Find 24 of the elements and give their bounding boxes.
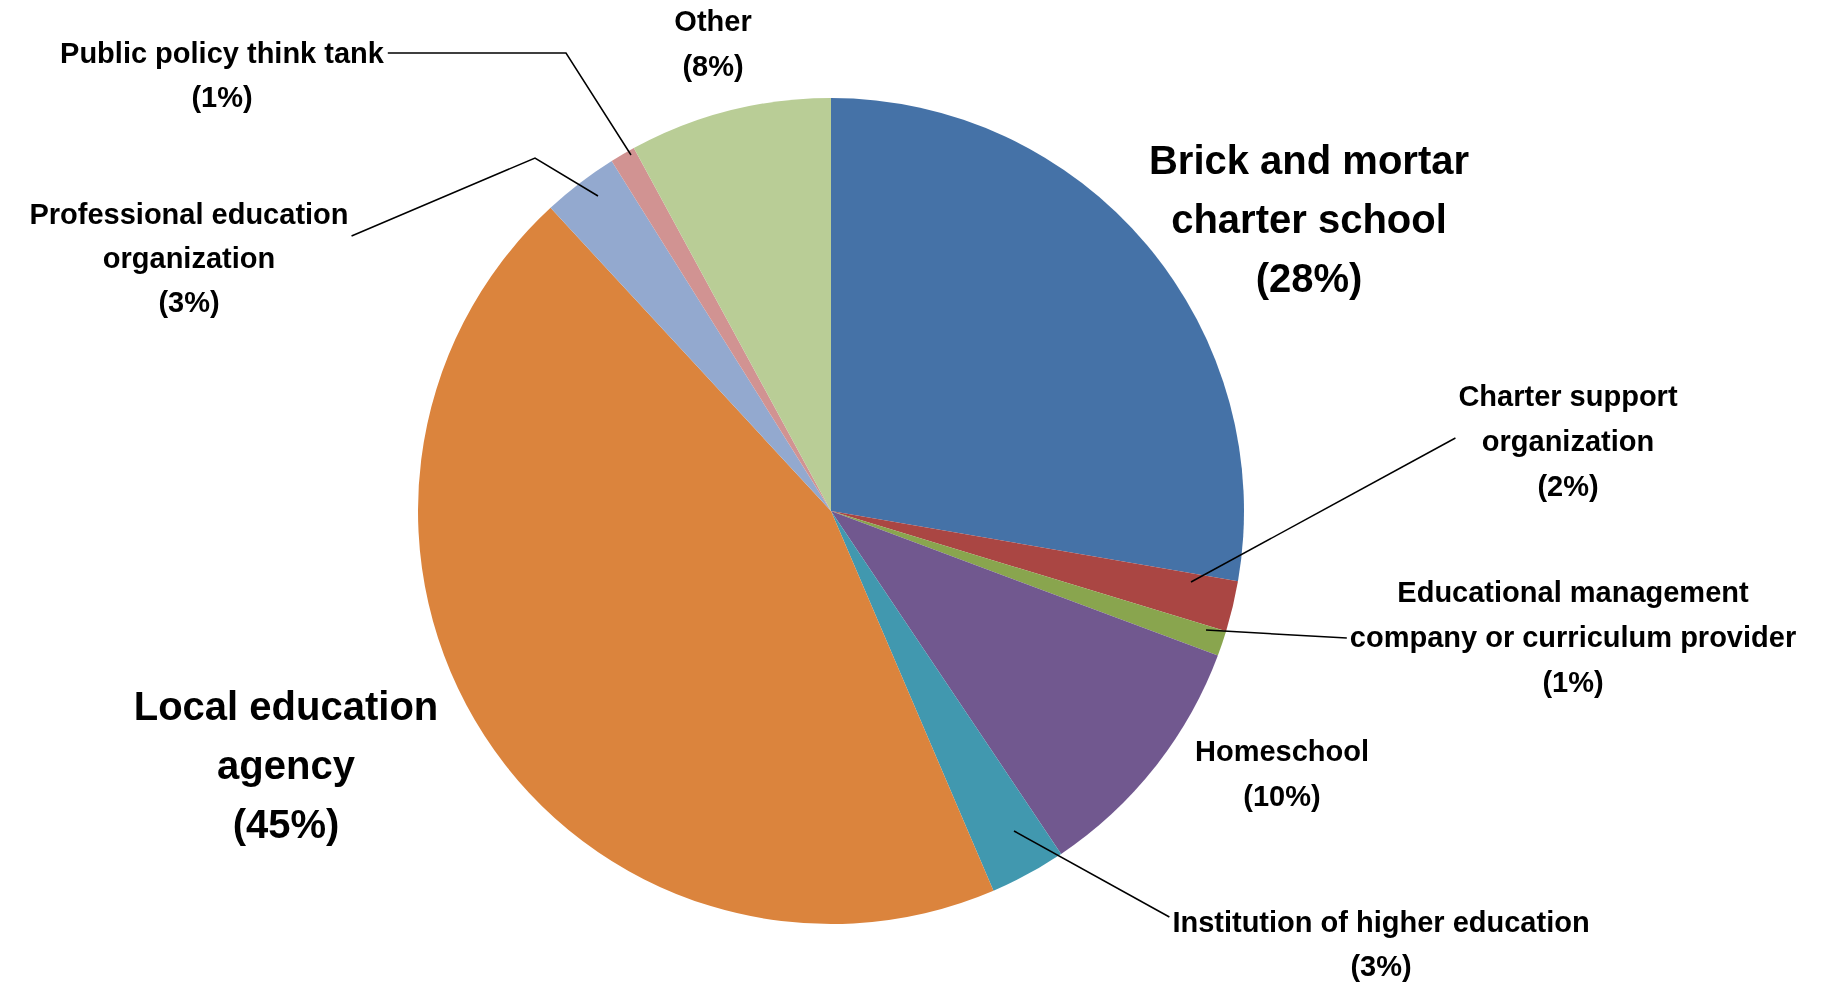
data-label: (45%) — [232, 801, 340, 846]
data-label: (28%) — [1255, 255, 1363, 300]
slice-label: Homeschool — [1194, 734, 1370, 767]
data-label: (3%) — [1350, 949, 1412, 982]
slice-label: Professional education organization — [29, 197, 349, 274]
pie-slice — [550, 161, 831, 511]
data-label: (2%) — [1537, 469, 1599, 502]
pie-slice — [831, 511, 1227, 656]
slice-label: Institution of higher education — [1172, 905, 1590, 938]
data-label: (10%) — [1243, 779, 1321, 812]
slice-label: Other — [674, 4, 752, 37]
data-label: (3%) — [158, 285, 220, 318]
pie-slice — [633, 98, 831, 511]
slice-label: Educational management company or curriculum provider — [1349, 575, 1797, 653]
slice-label: Local education agency — [133, 683, 439, 787]
data-label: (1%) — [1542, 665, 1604, 698]
data-label: (1%) — [191, 80, 253, 113]
slice-label: Brick and mortar charter school — [1148, 137, 1470, 241]
data-label: (8%) — [682, 49, 744, 82]
pie-slice — [611, 148, 831, 511]
pie-slice — [831, 511, 1062, 891]
slice-label: Charter support organization — [1458, 379, 1678, 457]
pie-slice — [831, 511, 1238, 632]
slice-label: Public policy think tank — [60, 36, 385, 69]
